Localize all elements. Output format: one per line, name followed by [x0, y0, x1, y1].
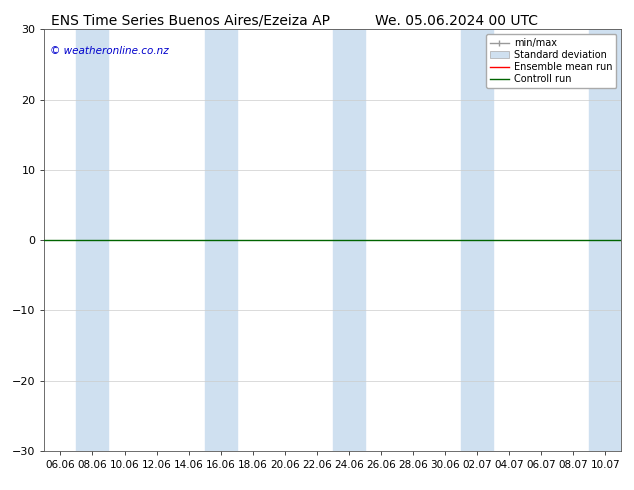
Bar [589, 29, 621, 451]
Text: We. 05.06.2024 00 UTC: We. 05.06.2024 00 UTC [375, 14, 538, 28]
Bar [77, 29, 108, 451]
Bar [461, 29, 493, 451]
Text: ENS Time Series Buenos Aires/Ezeiza AP: ENS Time Series Buenos Aires/Ezeiza AP [51, 14, 330, 28]
Bar [205, 29, 236, 451]
Legend: min/max, Standard deviation, Ensemble mean run, Controll run: min/max, Standard deviation, Ensemble me… [486, 34, 616, 88]
Bar [333, 29, 365, 451]
Text: © weatheronline.co.nz: © weatheronline.co.nz [50, 46, 169, 56]
